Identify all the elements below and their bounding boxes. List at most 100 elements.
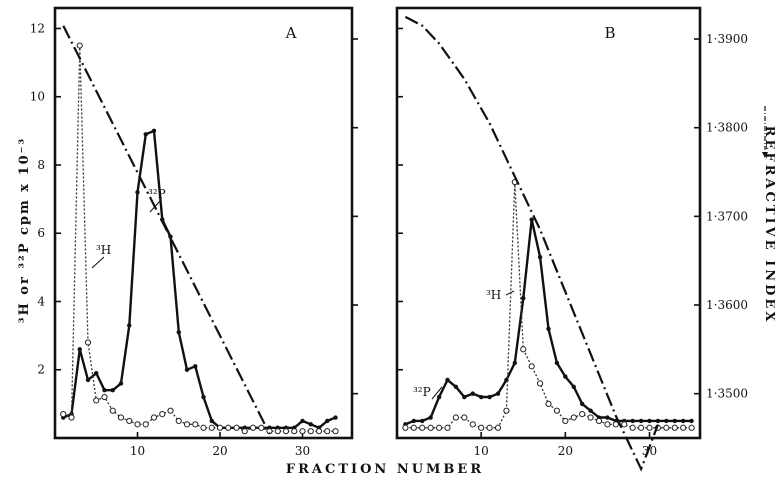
data-point <box>638 418 644 424</box>
data-point <box>630 418 635 424</box>
panel-frame-a <box>53 6 354 440</box>
data-point <box>621 421 628 428</box>
y-left-tick-label: 4 <box>37 294 45 308</box>
data-point <box>216 424 224 431</box>
y-axis-left-title: ³H or ³²P cpm x 10⁻³ <box>17 137 32 323</box>
data-point <box>655 418 661 424</box>
data-point <box>410 424 417 431</box>
data-point <box>201 394 206 400</box>
data-point <box>562 417 569 425</box>
data-point <box>151 128 157 134</box>
y-axis-right-title: REFRACTIVE INDEX <box>762 126 775 325</box>
data-point <box>680 424 687 431</box>
y-right-tick-label: 1·3800 <box>706 121 748 135</box>
data-point <box>300 418 305 424</box>
x-axis-title: FRACTION NUMBER <box>286 462 484 477</box>
data-point <box>563 374 568 379</box>
data-point <box>663 424 670 431</box>
data-point <box>445 377 450 383</box>
data-point <box>444 424 451 431</box>
data-point <box>587 414 594 421</box>
data-point <box>529 217 534 222</box>
data-point <box>570 414 577 421</box>
x-tick-label: 30 <box>642 444 657 458</box>
legend-arrow-icon <box>762 152 768 158</box>
y-left-tick-label: 8 <box>37 158 45 172</box>
data-point <box>436 394 442 400</box>
data-point <box>411 418 417 424</box>
data-point <box>233 424 240 431</box>
data-point <box>487 394 492 400</box>
data-point <box>689 418 694 424</box>
data-point <box>167 407 174 414</box>
data-point <box>282 428 290 435</box>
data-point <box>571 384 576 390</box>
data-point <box>117 414 125 421</box>
data-point <box>84 339 92 346</box>
data-point <box>536 380 544 387</box>
y-right-tick-label: 1·3700 <box>706 209 748 223</box>
series-line-a-0 <box>62 129 336 429</box>
y-left-tick-label: 12 <box>30 21 45 35</box>
data-point <box>200 424 207 431</box>
data-point <box>453 384 459 390</box>
data-point <box>184 367 190 372</box>
data-point <box>545 400 552 407</box>
series-line-b-0 <box>404 218 692 426</box>
data-point <box>520 346 527 353</box>
y-left-tick-label: 10 <box>30 90 45 104</box>
series-label-leader <box>431 386 443 400</box>
data-point <box>664 418 669 424</box>
series-label-leader <box>91 256 105 269</box>
data-point <box>308 422 313 427</box>
data-point <box>680 418 686 424</box>
y-right-tick-label: 1·3600 <box>706 298 748 312</box>
data-point <box>126 417 133 425</box>
data-point <box>77 347 82 352</box>
x-tick-label: 10 <box>130 444 145 458</box>
series-line-b-1 <box>405 181 692 429</box>
data-point <box>60 411 67 418</box>
data-point <box>209 418 214 424</box>
data-point <box>118 381 124 386</box>
series-label: ³H <box>96 243 111 257</box>
data-point <box>419 424 426 431</box>
data-point <box>266 428 273 435</box>
data-point <box>528 363 535 370</box>
data-point <box>579 401 585 407</box>
data-point <box>85 377 91 383</box>
data-point <box>461 414 468 421</box>
panel-label-a: A <box>285 24 297 42</box>
data-point <box>503 407 510 414</box>
y-right-tick-label: 1·3500 <box>706 387 748 401</box>
data-point <box>193 364 198 369</box>
data-point <box>462 394 467 400</box>
data-point <box>612 421 619 428</box>
data-point <box>183 421 191 428</box>
series-label: ³²P <box>148 187 166 201</box>
data-point <box>102 388 107 393</box>
data-point <box>208 424 215 431</box>
data-point <box>93 397 100 404</box>
data-point <box>225 424 232 431</box>
data-point <box>604 421 611 428</box>
data-point <box>291 428 298 435</box>
data-point <box>325 418 330 424</box>
panel-frame-b <box>395 6 702 440</box>
data-point <box>469 421 476 428</box>
data-point <box>647 418 652 424</box>
y-left-tick-label: 2 <box>37 363 45 377</box>
data-point <box>324 428 331 435</box>
data-point <box>428 415 433 420</box>
data-point <box>495 391 501 396</box>
data-point <box>537 254 543 260</box>
data-point <box>521 295 526 301</box>
data-point <box>427 424 434 431</box>
data-point <box>579 411 586 418</box>
panel-label-b: B <box>604 24 615 42</box>
data-point <box>299 428 306 435</box>
data-point <box>420 418 425 424</box>
data-point <box>672 418 677 424</box>
series-label: ³²P <box>413 385 431 399</box>
